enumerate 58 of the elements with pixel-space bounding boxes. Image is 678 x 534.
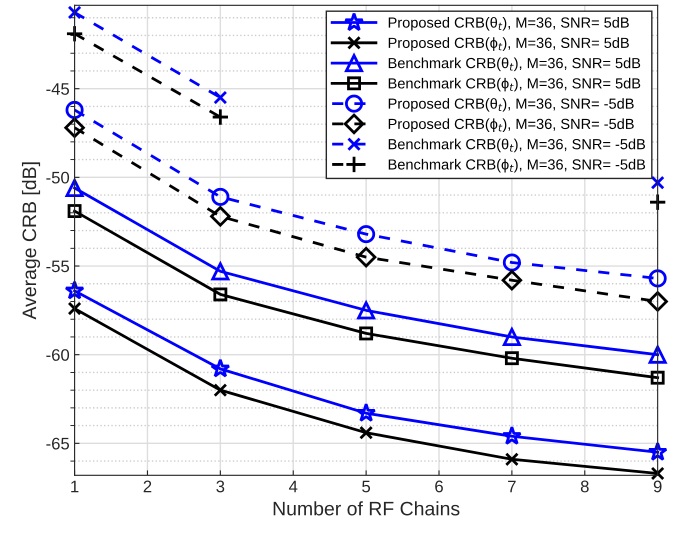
point [211, 108, 230, 126]
point [650, 466, 665, 480]
point [648, 346, 667, 364]
point [359, 426, 374, 440]
x-tick-label: 3 [216, 480, 224, 492]
point [356, 402, 376, 422]
point [648, 442, 668, 461]
legend-label: Proposed CRB(θ$_{t}$), M=36, SNR= -5dB [388, 98, 634, 112]
y-tick-label: -65 [46, 438, 70, 450]
y-tick-label: -55 [46, 260, 70, 272]
point [210, 358, 230, 378]
legend-label: Benchmark CRB(θ$_{t}$), M=36, SNR= -5dB [388, 138, 646, 152]
point [68, 204, 82, 218]
point [64, 280, 85, 300]
point [68, 302, 82, 316]
point [502, 328, 521, 346]
x-tick-label: 4 [288, 480, 298, 492]
legend-label: Benchmark CRB(ϕ$_{t}$), M=36, SNR= -5dB [388, 158, 646, 172]
y-tick-label: -45 [46, 83, 70, 95]
y-tick-label: -50 [46, 172, 70, 184]
point [357, 301, 376, 320]
point [650, 370, 665, 385]
point [647, 291, 668, 312]
point [68, 5, 82, 20]
x-tick-label: 1 [71, 480, 78, 492]
point [502, 253, 521, 272]
point [359, 326, 374, 340]
point [213, 90, 228, 104]
point [648, 269, 667, 288]
x-axis-title: Number of RF Chains [274, 501, 460, 516]
point [210, 206, 231, 227]
point [357, 225, 376, 244]
x-tick-label: 8 [580, 480, 589, 492]
point [66, 100, 84, 119]
point [211, 262, 230, 280]
point [504, 452, 519, 466]
point [502, 426, 522, 445]
x-tick-label: 2 [144, 480, 152, 492]
point [213, 287, 228, 302]
x-tick-label: 9 [654, 480, 662, 492]
x-tick-label: 6 [435, 480, 443, 492]
legend-label: Benchmark CRB(θ$_{t}$), M=36, SNR= 5dB [388, 58, 640, 72]
point [211, 188, 230, 206]
point [502, 270, 522, 290]
point [66, 24, 84, 43]
x-tick-label: 7 [508, 480, 516, 492]
y-axis-title: Average CRB [dB] [22, 162, 40, 320]
point [504, 351, 519, 366]
point [356, 246, 376, 268]
point [648, 193, 667, 212]
legend-label: Benchmark CRB(ϕ$_{t}$), M=36, SNR= 5dB [388, 78, 640, 92]
point [64, 117, 85, 138]
legend-label: Proposed CRB(ϕ$_{t}$), M=36, SNR= 5dB [388, 37, 629, 51]
x-tick-label: 5 [362, 480, 370, 492]
point [650, 176, 665, 190]
legend-label: Proposed CRB(θ$_{t}$), M=36, SNR= 5dB [388, 17, 629, 31]
legend-label: Proposed CRB(ϕ$_{t}$), M=36, SNR= -5dB [388, 118, 634, 132]
y-tick-label: -60 [46, 349, 70, 361]
